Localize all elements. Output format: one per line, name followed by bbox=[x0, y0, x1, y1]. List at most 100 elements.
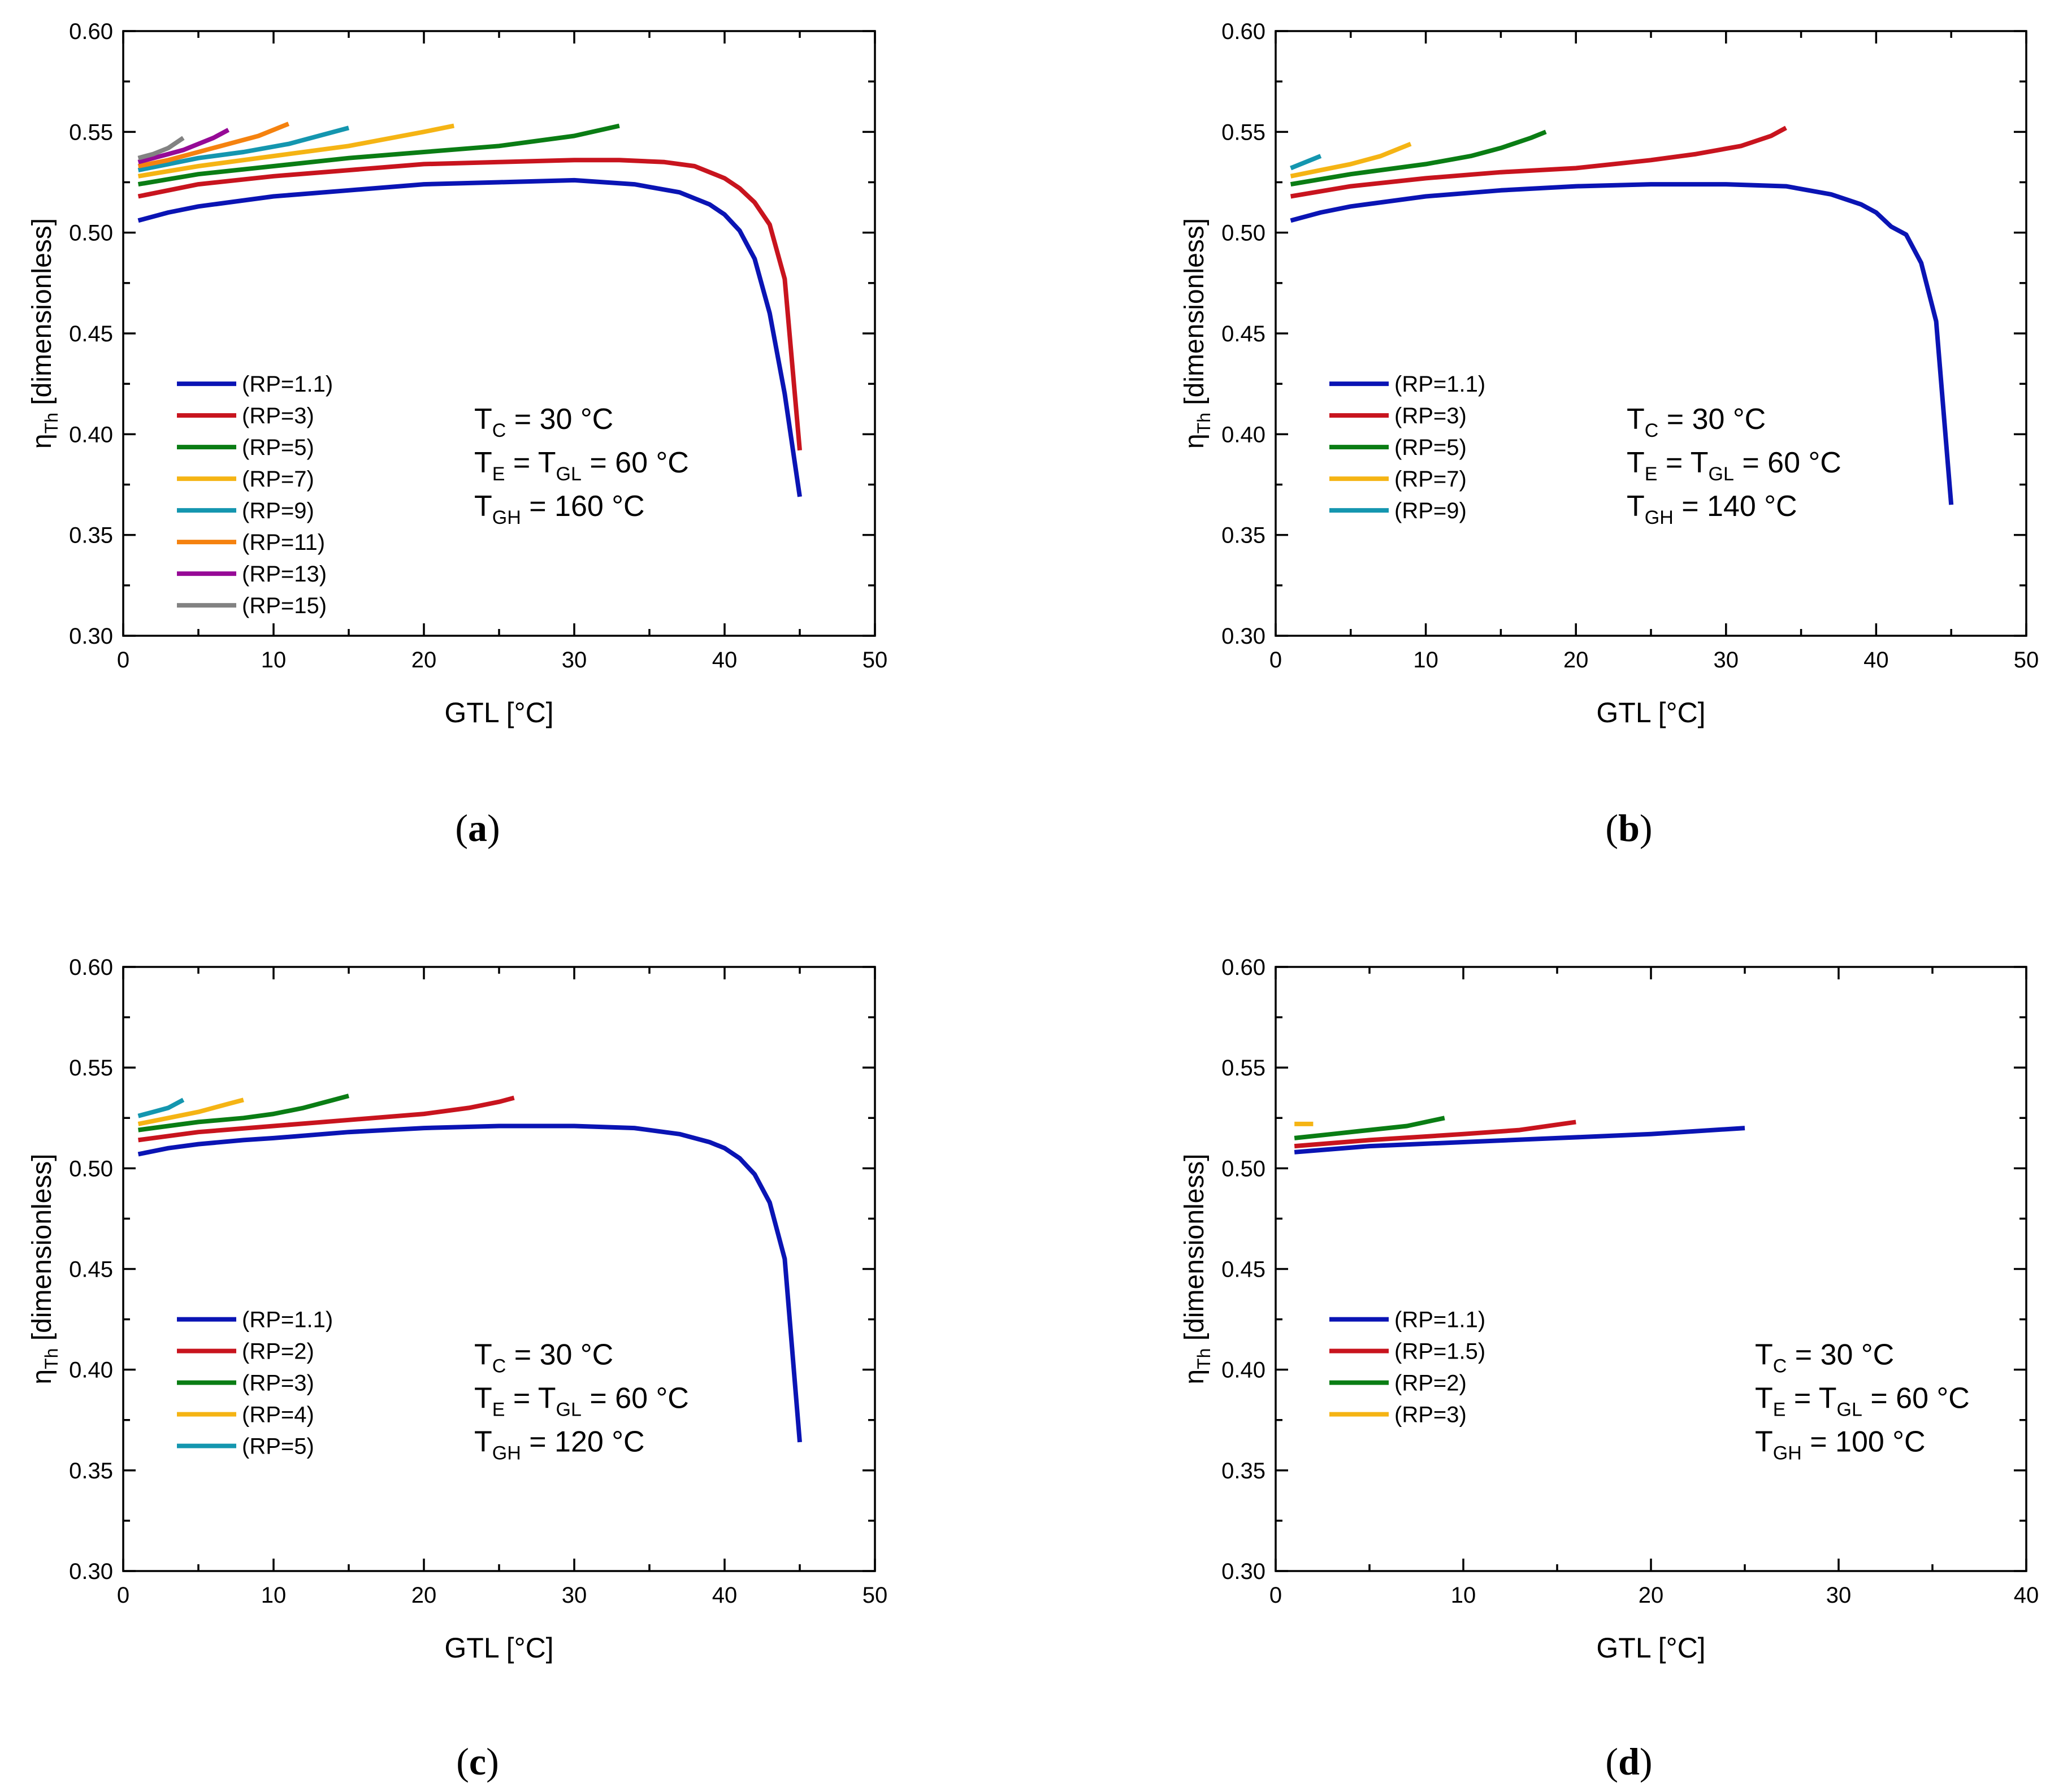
x-tick-label: 40 bbox=[1863, 648, 1889, 672]
annotation-line-0: TC = 30 °C bbox=[474, 1339, 613, 1377]
y-tick-label: 0.55 bbox=[1221, 1056, 1265, 1081]
annotation-line-1: TE = TGL = 60 °C bbox=[474, 1382, 689, 1421]
x-tick-label: 0 bbox=[1269, 648, 1282, 672]
legend-label: (RP=1.1) bbox=[242, 372, 333, 397]
series-line-b-1 bbox=[1290, 125, 1787, 199]
legend-label: (RP=15) bbox=[242, 593, 327, 618]
y-tick-label: 0.30 bbox=[69, 1559, 113, 1584]
x-tick-label: 20 bbox=[411, 1583, 437, 1608]
x-tick-label: 40 bbox=[712, 1583, 738, 1608]
annotation-line-1: TE = TGL = 60 °C bbox=[474, 446, 689, 485]
legend-label: (RP=2) bbox=[242, 1339, 314, 1364]
legend-label: (RP=9) bbox=[242, 498, 314, 523]
annotation-line-0: TC = 30 °C bbox=[1627, 403, 1766, 441]
chart-panel-b: 0 10 20 30 40 50 0.30 0.35 0.40 0.45 0.50 0.55 0.60 G… bbox=[1180, 19, 2039, 849]
legend-label: (RP=9) bbox=[1394, 498, 1467, 523]
legend-label: (RP=3) bbox=[242, 1371, 314, 1396]
chart-panel-c: 0 10 20 30 40 50 0.30 0.35 0.40 0.45 0.50 0.55 0.60 G… bbox=[27, 955, 887, 1783]
chart-panel-d: 0 10 20 30 40 0.30 0.35 0.40 0.45 0.50 0.55 0.60 GTL… bbox=[1180, 955, 2039, 1783]
y-tick-label: 0.30 bbox=[1221, 624, 1265, 649]
y-tick-label: 0.40 bbox=[69, 1358, 113, 1383]
annotation-line-0: TC = 30 °C bbox=[1755, 1339, 1894, 1377]
series-line-c-2 bbox=[138, 1094, 350, 1133]
x-tick-label: 20 bbox=[1563, 648, 1589, 672]
x-tick-label: 50 bbox=[2014, 648, 2039, 672]
series-line-b-4 bbox=[1290, 154, 1322, 171]
x-tick-label: 40 bbox=[2014, 1583, 2039, 1608]
series-line-a-0 bbox=[137, 177, 802, 497]
annotation-line-2: TGH = 100 °C bbox=[1755, 1426, 1926, 1464]
legend-label: (RP=5) bbox=[242, 1434, 314, 1459]
annotation-line-2: TGH = 140 °C bbox=[1627, 490, 1797, 528]
y-axis-label: ηTh [dimensionless] bbox=[1180, 1153, 1214, 1384]
x-tick-label: 10 bbox=[1413, 648, 1438, 672]
y-axis-label: ηTh [dimensionless] bbox=[1180, 218, 1214, 449]
x-axis-label: GTL [°C] bbox=[1596, 1632, 1705, 1664]
y-tick-label: 0.40 bbox=[1221, 1358, 1265, 1383]
x-tick-label: 10 bbox=[1451, 1583, 1476, 1608]
legend-label: (RP=5) bbox=[242, 435, 314, 460]
panel-label: (c) bbox=[456, 1740, 499, 1783]
panel-label: (b) bbox=[1605, 806, 1652, 849]
x-tick-label: 30 bbox=[1714, 648, 1739, 672]
series-line-d-2 bbox=[1294, 1116, 1445, 1140]
x-tick-label: 50 bbox=[863, 1583, 888, 1608]
series-line-c-1 bbox=[138, 1095, 515, 1143]
series-line-c-3 bbox=[137, 1097, 244, 1126]
x-axis-label: GTL [°C] bbox=[444, 1632, 553, 1664]
x-tick-label: 20 bbox=[1639, 1583, 1664, 1608]
y-tick-label: 0.55 bbox=[69, 1056, 113, 1081]
y-tick-label: 0.60 bbox=[1221, 955, 1265, 980]
y-tick-label: 0.45 bbox=[69, 1257, 113, 1282]
series-line-a-2 bbox=[137, 123, 620, 187]
annotation-line-1: TE = TGL = 60 °C bbox=[1627, 446, 1841, 485]
chart-panel-a: 0 10 20 30 40 50 0.30 0.35 0.40 0.45 0.50 0.55 0.60 G… bbox=[27, 19, 887, 849]
series-line-c-0 bbox=[137, 1123, 802, 1443]
legend-label: (RP=1.1) bbox=[242, 1308, 333, 1333]
y-tick-label: 0.45 bbox=[1221, 1257, 1265, 1282]
x-tick-label: 40 bbox=[712, 648, 738, 672]
legend-label: (RP=11) bbox=[242, 530, 325, 555]
series-line-d-0 bbox=[1294, 1126, 1745, 1155]
series-line-c-4 bbox=[137, 1097, 185, 1118]
legend-label: (RP=3) bbox=[1394, 1403, 1467, 1427]
x-tick-label: 30 bbox=[1826, 1583, 1852, 1608]
y-tick-label: 0.30 bbox=[69, 624, 113, 649]
y-tick-label: 0.50 bbox=[1221, 1156, 1265, 1181]
legend-label: (RP=13) bbox=[242, 562, 327, 587]
y-tick-label: 0.45 bbox=[69, 322, 113, 346]
y-axis-label: ηTh [dimensionless] bbox=[27, 1153, 62, 1384]
legend-label: (RP=3) bbox=[1394, 403, 1467, 428]
series-line-a-1 bbox=[137, 158, 802, 451]
legend-label: (RP=4) bbox=[242, 1403, 314, 1427]
y-tick-label: 0.50 bbox=[69, 221, 113, 246]
x-tick-label: 50 bbox=[863, 648, 888, 672]
y-tick-label: 0.35 bbox=[69, 523, 113, 548]
annotation-line-2: TGH = 160 °C bbox=[474, 490, 645, 528]
x-tick-label: 10 bbox=[261, 1583, 287, 1608]
legend-label: (RP=3) bbox=[242, 403, 314, 428]
legend-label: (RP=1.1) bbox=[1394, 1308, 1485, 1333]
y-tick-label: 0.60 bbox=[69, 19, 113, 44]
series-line-a-3 bbox=[137, 123, 454, 179]
annotation-line-0: TC = 30 °C bbox=[474, 403, 613, 441]
x-tick-label: 0 bbox=[117, 1583, 129, 1608]
legend-label: (RP=1.1) bbox=[1394, 372, 1485, 397]
panel-label: (a) bbox=[455, 806, 500, 849]
x-tick-label: 0 bbox=[117, 648, 129, 672]
series-line-b-3 bbox=[1290, 141, 1412, 179]
y-axis-label: ηTh [dimensionless] bbox=[27, 218, 62, 449]
legend-label: (RP=2) bbox=[1394, 1371, 1467, 1396]
x-axis-label: GTL [°C] bbox=[1596, 697, 1705, 728]
y-tick-label: 0.40 bbox=[69, 422, 113, 447]
y-tick-label: 0.55 bbox=[1221, 120, 1265, 145]
x-tick-label: 30 bbox=[562, 648, 587, 672]
y-tick-label: 0.30 bbox=[1221, 1559, 1265, 1584]
y-tick-label: 0.40 bbox=[1221, 422, 1265, 447]
y-tick-label: 0.60 bbox=[69, 955, 113, 980]
x-tick-label: 30 bbox=[562, 1583, 587, 1608]
y-tick-label: 0.45 bbox=[1221, 322, 1265, 346]
y-tick-label: 0.55 bbox=[69, 120, 113, 145]
